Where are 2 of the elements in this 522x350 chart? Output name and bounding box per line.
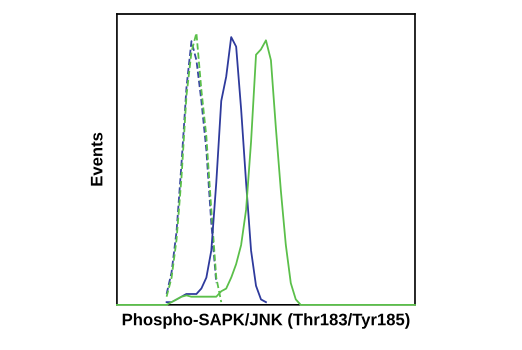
x-axis-title: Phospho-SAPK/JNK (Thr183/Tyr185) [122, 313, 410, 329]
y-axis-title: Events [90, 132, 103, 186]
